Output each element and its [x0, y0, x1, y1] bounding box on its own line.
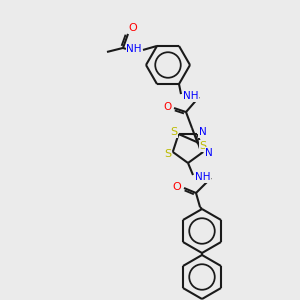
Text: S: S [200, 141, 207, 151]
Text: N: N [199, 127, 206, 137]
Text: N: N [205, 148, 213, 158]
Text: NH: NH [195, 172, 211, 182]
Text: O: O [172, 182, 182, 192]
Text: NH: NH [126, 44, 142, 54]
Text: NH: NH [183, 91, 199, 101]
Text: O: O [163, 102, 171, 112]
Text: S: S [164, 149, 171, 159]
Text: S: S [170, 127, 177, 137]
Text: O: O [129, 23, 137, 33]
